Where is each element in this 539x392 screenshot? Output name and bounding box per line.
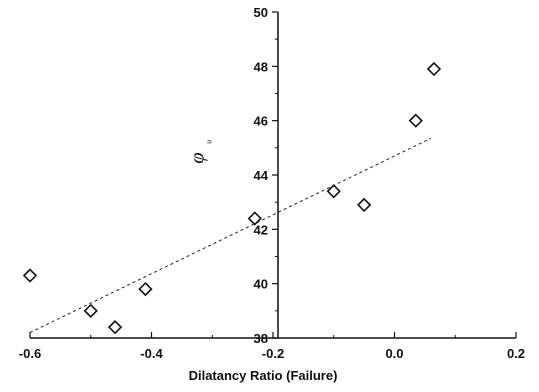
ticks: [29, 11, 517, 339]
data-point: [83, 303, 98, 318]
data-point: [326, 184, 341, 199]
trendline: [29, 137, 432, 334]
y-tick-label: 42: [254, 222, 268, 237]
y-tick-label: 48: [254, 59, 268, 74]
y-axis-title-symbol: φ: [186, 151, 209, 164]
y-tick-label: 46: [254, 114, 268, 129]
x-tick-label: -0.6: [19, 346, 41, 361]
data-point: [22, 268, 38, 283]
y-axis-title-subscript: u: [204, 139, 213, 144]
y-axis-title: φ u: [186, 139, 213, 164]
tick-labels: -0.6 -0.4 -0.2 0.0 0.2 38 40 42 44 46 48 50: [19, 5, 525, 361]
data-point: [426, 61, 442, 77]
x-tick-label: 0.0: [385, 346, 403, 361]
y-tick-label: 50: [254, 5, 268, 20]
x-axis-title: Dilatancy Ratio (Failure): [189, 368, 338, 383]
trendline-group: [29, 137, 432, 334]
data-point: [107, 320, 123, 335]
y-tick-label: 40: [254, 277, 268, 292]
x-tick-label: 0.2: [507, 346, 525, 361]
x-tick-label: -0.2: [262, 346, 284, 361]
data-point: [138, 281, 153, 297]
x-tick-label: -0.4: [140, 346, 163, 361]
data-point: [247, 211, 262, 226]
y-tick-label: 44: [254, 168, 269, 183]
y-tick-label: 38: [254, 331, 268, 346]
data-points: [22, 61, 442, 335]
data-point: [356, 197, 372, 213]
data-point: [408, 113, 423, 128]
